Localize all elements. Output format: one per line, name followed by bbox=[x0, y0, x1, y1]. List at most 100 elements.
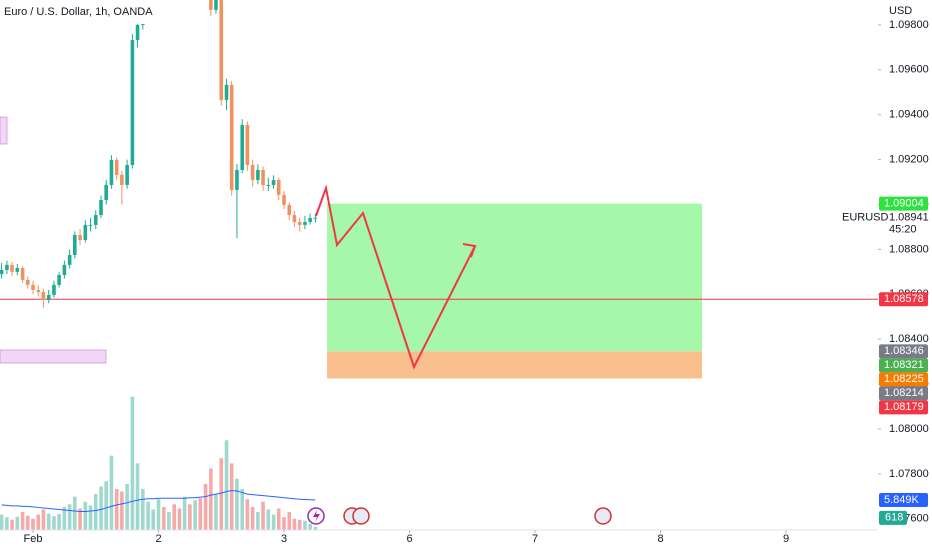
price-badge-label: 1.09004 bbox=[884, 198, 924, 210]
volume-bar bbox=[15, 516, 20, 530]
candle-body bbox=[99, 200, 103, 216]
candle-body bbox=[245, 125, 250, 165]
y-tick-label: 1.08000 bbox=[889, 423, 929, 435]
candle-body bbox=[15, 268, 20, 272]
volume-bar bbox=[78, 508, 82, 530]
candle-body bbox=[83, 224, 88, 240]
candle-body bbox=[297, 222, 302, 225]
event-icon[interactable] bbox=[352, 507, 370, 525]
candle-body bbox=[5, 264, 9, 271]
volume-bar bbox=[240, 488, 245, 530]
candle-body bbox=[135, 24, 140, 40]
volume-bar bbox=[292, 518, 297, 530]
event-icons bbox=[307, 507, 612, 525]
volume-bar bbox=[62, 506, 67, 530]
volume-bar bbox=[193, 500, 197, 530]
volume-badge bbox=[879, 510, 907, 525]
volume-bar bbox=[146, 501, 150, 530]
price-badge bbox=[879, 292, 928, 307]
candle-body bbox=[235, 169, 239, 190]
volume-bar bbox=[250, 506, 255, 530]
price-badge bbox=[879, 400, 928, 415]
volume-bar bbox=[41, 509, 46, 530]
volume-bar bbox=[120, 491, 124, 530]
candle-body bbox=[308, 217, 312, 223]
candle-body bbox=[31, 284, 35, 291]
volume-bar bbox=[203, 483, 208, 530]
event-icon-glyph bbox=[313, 510, 320, 522]
volume-bar bbox=[182, 496, 187, 530]
candle-body bbox=[104, 184, 108, 201]
volume-bar bbox=[104, 481, 108, 530]
x-tick-label: 7 bbox=[532, 533, 538, 545]
candle-body bbox=[93, 215, 98, 225]
current-price: 1.08941 bbox=[889, 212, 929, 224]
volume-ma-badge-label: 5.849K bbox=[884, 494, 920, 506]
candle-body bbox=[78, 235, 82, 240]
candle-body bbox=[88, 224, 93, 226]
candle-body bbox=[10, 264, 14, 272]
candle-body bbox=[287, 204, 292, 216]
volume-bar bbox=[114, 488, 119, 530]
candle-body bbox=[266, 184, 271, 186]
candle-body bbox=[62, 264, 67, 275]
price-badge-label: 1.08578 bbox=[884, 293, 924, 305]
volume-bar bbox=[25, 515, 30, 530]
volume-bar bbox=[256, 512, 260, 530]
candle-body bbox=[20, 268, 25, 280]
volume-bar bbox=[31, 518, 35, 530]
price-badge-label: 1.08346 bbox=[884, 345, 924, 357]
volume-bar bbox=[109, 455, 114, 530]
candle-body bbox=[41, 292, 46, 300]
x-tick-label: 6 bbox=[406, 533, 412, 545]
volume-ma-badge bbox=[879, 493, 928, 508]
volume-bar bbox=[156, 499, 161, 530]
volume-bar bbox=[161, 506, 166, 530]
volume-bar bbox=[135, 463, 140, 530]
volume-bar bbox=[276, 508, 281, 530]
volume-bar bbox=[313, 526, 318, 530]
price-badge bbox=[879, 358, 928, 373]
volume-ma-line bbox=[1, 490, 316, 513]
candle-body bbox=[224, 84, 229, 100]
drawn-arrow bbox=[315, 184, 476, 370]
currency-label: USD bbox=[889, 5, 912, 17]
volume-bar bbox=[266, 509, 271, 530]
y-tick-label: 1.08800 bbox=[889, 243, 929, 255]
candle-body bbox=[109, 159, 114, 185]
event-icon[interactable] bbox=[594, 507, 612, 525]
volume-bar bbox=[130, 396, 135, 530]
y-tick-label: 1.07800 bbox=[889, 468, 929, 480]
volume-bar bbox=[219, 458, 224, 530]
volume-bar bbox=[297, 519, 302, 530]
volume-bar bbox=[52, 516, 56, 530]
candle-body bbox=[209, 0, 213, 10]
volume-bar bbox=[83, 501, 88, 530]
volume-bar bbox=[235, 478, 239, 530]
candle-body bbox=[0, 270, 4, 275]
x-tick-label: 3 bbox=[281, 533, 287, 545]
y-tick-label: 1.09200 bbox=[889, 154, 929, 166]
volume-bar bbox=[303, 520, 307, 530]
volume-bar bbox=[36, 514, 41, 530]
volume-bar bbox=[67, 504, 72, 530]
candle-body bbox=[72, 235, 77, 256]
countdown: 45:20 bbox=[889, 224, 917, 236]
candle-body bbox=[292, 215, 297, 223]
volume-bar bbox=[214, 494, 218, 530]
volume-bar bbox=[224, 440, 229, 530]
volume-bar bbox=[198, 498, 203, 530]
volume-bar bbox=[172, 504, 176, 530]
candle-body bbox=[256, 169, 260, 181]
y-tick-label: 1.09600 bbox=[889, 64, 929, 76]
chart-title: Euro / U.S. Dollar, 1h, OANDA bbox=[4, 6, 153, 18]
y-tick-label: 1.08400 bbox=[889, 333, 929, 345]
x-tick-label: 2 bbox=[155, 533, 161, 545]
candle-body bbox=[25, 279, 30, 285]
arrow-head bbox=[462, 243, 477, 258]
volume-bar bbox=[57, 514, 61, 530]
price-badge-label: 1.08179 bbox=[884, 401, 924, 413]
volume-bar bbox=[99, 486, 103, 530]
